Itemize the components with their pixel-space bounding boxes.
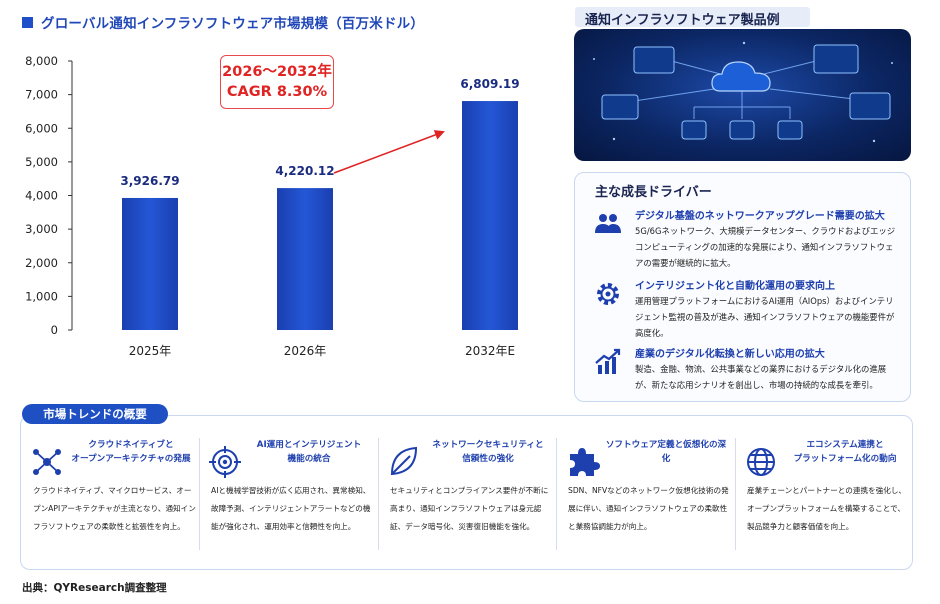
y-tick-label: 0: [51, 323, 58, 337]
globe-icon: [747, 448, 775, 476]
driver-heading: インテリジェント化と自動化運用の要求向上: [635, 281, 835, 292]
bar-value-label: 6,809.19: [460, 77, 519, 91]
trend-divider: [556, 438, 557, 550]
chart-title-row: グローバル通知インフラソフトウェア市場規模（百万米ドル）: [22, 12, 424, 32]
cloud-network-illustration: [593, 41, 893, 143]
trend-text: クラウドネイティブ、マイクロサービス、オープンAPIアーキテクチャが主流となり、…: [33, 486, 196, 531]
trend-heading: ソフトウェア定義と仮想化の深化: [605, 440, 727, 464]
trend-item: クラウドネイティブと オープンアーキテクチャの発展 クラウドネイティブ、マイクロ…: [23, 426, 201, 566]
trend-text: SDN、NFVなどのネットワーク仮想化技術の発展に伴い、通知インフラソフトウェア…: [568, 486, 729, 531]
bar-chart: 0 1,000 2,000 3,000 4,000 5,000 6,000 7,000 8,00…: [25, 54, 520, 358]
trend-divider: [199, 438, 200, 550]
target-icon: [209, 446, 241, 478]
trend-item: ソフトウェア定義と仮想化の深化 SDN、NFVなどのネットワーク仮想化技術の発展…: [558, 426, 736, 566]
x-tick-label: 2026年: [284, 344, 327, 358]
growth-arrow: [333, 130, 445, 174]
cagr-value: CAGR 8.30%: [226, 84, 328, 100]
chart-title: グローバル通知インフラソフトウェア市場規模（百万米ドル）: [41, 16, 425, 32]
trend-heading: クラウドネイティブと オープンアーキテクチャの発展: [71, 440, 191, 464]
trend-heading: ネットワークセキュリティと 信頼性の強化: [432, 440, 544, 464]
y-tick-label: 2,000: [25, 256, 58, 270]
chart-up-icon: [595, 348, 621, 374]
trend-item: AI運用とインテリジェント 機能の統合 AIと機械学習技術が広く応用され、異常検…: [201, 426, 379, 566]
bar-value-label: 3,926.79: [120, 174, 179, 188]
trend-text: セキュリティとコンプライアンス要件が不断に高まり、通知インフラソフトウェアは身元…: [390, 486, 549, 531]
users-icon: [595, 214, 621, 233]
drivers-title: 主な成長ドライバー: [595, 185, 712, 200]
bar: [277, 188, 333, 330]
trend-heading: AI運用とインテリジェント 機能の統合: [256, 440, 362, 464]
cagr-callout: 2026～2032年 CAGR 8.30%: [220, 55, 334, 109]
growth-drivers-panel: 主な成長ドライバー デジタル基盤のネットワークアップグレード需要の拡大 5G/6…: [574, 172, 911, 402]
y-tick-label: 3,000: [25, 222, 58, 236]
x-tick-label: 2032年E: [465, 344, 515, 358]
leaf-icon: [390, 446, 418, 476]
trend-text: AIと機械学習技術が広く応用され、異常検知、故障予測、インテリジェントアラートな…: [211, 486, 371, 531]
market-trends-panel: クラウドネイティブと オープンアーキテクチャの発展 クラウドネイティブ、マイクロ…: [20, 415, 913, 570]
y-tick-label: 8,000: [25, 54, 58, 68]
y-tick-label: 5,000: [25, 155, 58, 169]
bar-value-label: 4,220.12: [275, 164, 334, 178]
trend-item: ネットワークセキュリティと 信頼性の強化 セキュリティとコンプライアンス要件が不…: [380, 426, 558, 566]
bar: [122, 197, 178, 330]
product-example-title: 通知インフラソフトウェア製品例: [575, 7, 810, 28]
trend-heading: エコシステム連携と プラットフォーム化の動向: [793, 440, 897, 464]
y-tick-label: 4,000: [25, 189, 58, 203]
y-tick-label: 7,000: [25, 88, 58, 102]
driver-text: 5G/6Gネットワーク、大規模データセンター、クラウドおよびエッジコンピューティ…: [635, 226, 896, 268]
y-tick-label: 6,000: [25, 121, 58, 135]
driver-text: 運用管理プラットフォームにおけるAI運用（AIOps）およびインテリジェント監視…: [635, 296, 895, 338]
bar: [462, 101, 518, 330]
trend-text: 産業チェーンとパートナーとの連携を強化し、オープンプラットフォームを構築すること…: [747, 486, 907, 531]
puzzle-icon: [570, 448, 600, 476]
title-marker: [22, 16, 33, 28]
trend-item: エコシステム連携と プラットフォーム化の動向 産業チェーンとパートナーとの連携を…: [737, 426, 915, 566]
trend-divider: [378, 438, 379, 550]
x-tick-label: 2025年: [129, 344, 172, 358]
driver-heading: デジタル基盤のネットワークアップグレード需要の拡大: [635, 211, 885, 222]
driver-text: 製造、金融、物流、公共事業などの業界におけるデジタル化の進展が、新たな応用シナリ…: [635, 364, 887, 390]
trends-title: 市場トレンドの概要: [22, 404, 168, 424]
cagr-period: 2026～2032年: [222, 63, 332, 80]
product-example-image: [574, 29, 911, 161]
source-note: 出典：QYResearch調査整理: [22, 582, 167, 594]
y-tick-label: 1,000: [25, 289, 58, 303]
trend-divider: [735, 438, 736, 550]
network-icon: [33, 449, 61, 475]
gear-icon: [597, 283, 619, 305]
driver-heading: 産業のデジタル化転換と新しい応用の拡大: [635, 349, 825, 360]
